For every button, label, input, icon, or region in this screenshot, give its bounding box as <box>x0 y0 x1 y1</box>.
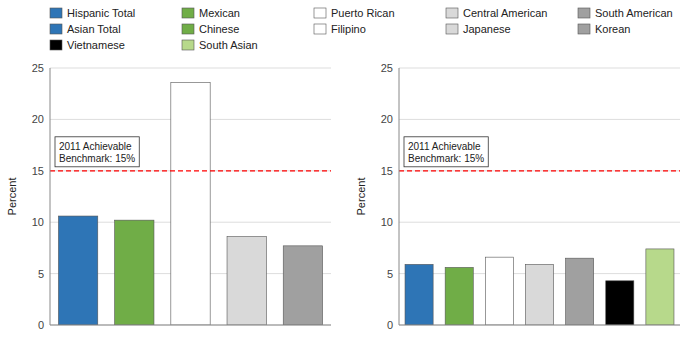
legend-label: Chinese <box>199 23 239 35</box>
y-axis-label: Percent <box>355 178 367 216</box>
legend-label: Filipino <box>331 23 366 35</box>
legend-label: Korean <box>595 23 630 35</box>
bar <box>115 220 154 325</box>
x-axis-line <box>50 325 331 326</box>
legend-label: Mexican <box>199 7 240 19</box>
y-tick-label: 15 <box>32 165 44 177</box>
legend-swatch <box>446 24 458 34</box>
legend-swatch <box>182 40 194 50</box>
benchmark-label: 2011 AchievableBenchmark: 15% <box>408 141 484 164</box>
legend-label: Vietnamese <box>67 39 125 51</box>
y-axis-line <box>399 68 400 325</box>
panel: 0 5 10 15 20 25 Percent 2011 AchievableBenchmar… <box>355 62 680 331</box>
legend: Hispanic Total Mexican Puerto Rican Central… <box>50 7 673 51</box>
legend-swatch <box>446 8 458 18</box>
benchmark-annotation: 2011 AchievableBenchmark: 15% <box>55 137 139 167</box>
benchmark-label: 2011 AchievableBenchmark: 15% <box>59 141 135 164</box>
legend-swatch <box>50 8 62 18</box>
legend-swatch <box>182 24 194 34</box>
y-tick-label: 10 <box>381 216 393 228</box>
y-tick-label: 5 <box>387 268 393 280</box>
legend-swatch <box>314 24 326 34</box>
panel: 0 5 10 15 20 25 Percent 2011 AchievableBenchmar… <box>6 62 331 331</box>
y-tick-label: 0 <box>38 319 44 331</box>
grid-line <box>399 222 680 223</box>
bars <box>58 82 322 325</box>
x-axis-line <box>399 325 680 326</box>
y-tick-label: 25 <box>32 62 44 74</box>
bar <box>171 82 210 325</box>
y-tick-label: 0 <box>387 319 393 331</box>
bar <box>445 267 473 325</box>
chart-root: Hispanic Total Mexican Puerto Rican Central… <box>0 0 690 339</box>
legend-swatch <box>314 8 326 18</box>
legend-label: Asian Total <box>67 23 121 35</box>
legend-swatch <box>50 24 62 34</box>
legend-label: South American <box>595 7 673 19</box>
bar <box>606 281 634 325</box>
legend-swatch <box>50 40 62 50</box>
bar <box>646 249 674 325</box>
bar <box>58 216 97 325</box>
bars <box>405 249 674 325</box>
grid-line <box>399 325 680 326</box>
y-tick-label: 20 <box>381 113 393 125</box>
benchmark-line <box>399 170 680 171</box>
bar <box>525 264 553 325</box>
bar <box>283 246 322 325</box>
bar <box>227 237 266 325</box>
legend-label: Hispanic Total <box>67 7 135 19</box>
bar <box>485 257 513 325</box>
grid-line <box>50 170 331 171</box>
grid-line <box>50 68 331 69</box>
legend-label: Puerto Rican <box>331 7 395 19</box>
legend-swatch <box>578 24 590 34</box>
y-axis-line <box>50 68 51 325</box>
legend-label: Central American <box>463 7 547 19</box>
y-tick-label: 5 <box>38 268 44 280</box>
bar <box>405 264 433 325</box>
grid-line <box>399 119 680 120</box>
legend-swatch <box>578 8 590 18</box>
y-tick-label: 25 <box>381 62 393 74</box>
benchmark-annotation: 2011 AchievableBenchmark: 15% <box>404 137 488 167</box>
annotation-box <box>404 137 488 167</box>
legend-swatch <box>182 8 194 18</box>
y-tick-label: 10 <box>32 216 44 228</box>
benchmark-line <box>50 170 331 171</box>
annotation-box <box>55 137 139 167</box>
grid-line <box>399 68 680 69</box>
legend-label: Japanese <box>463 23 511 35</box>
bar <box>566 258 594 325</box>
y-axis-label: Percent <box>6 178 18 216</box>
y-tick-label: 20 <box>32 113 44 125</box>
legend-label: South Asian <box>199 39 258 51</box>
y-tick-label: 15 <box>381 165 393 177</box>
grid-line <box>50 325 331 326</box>
grid-line <box>399 170 680 171</box>
